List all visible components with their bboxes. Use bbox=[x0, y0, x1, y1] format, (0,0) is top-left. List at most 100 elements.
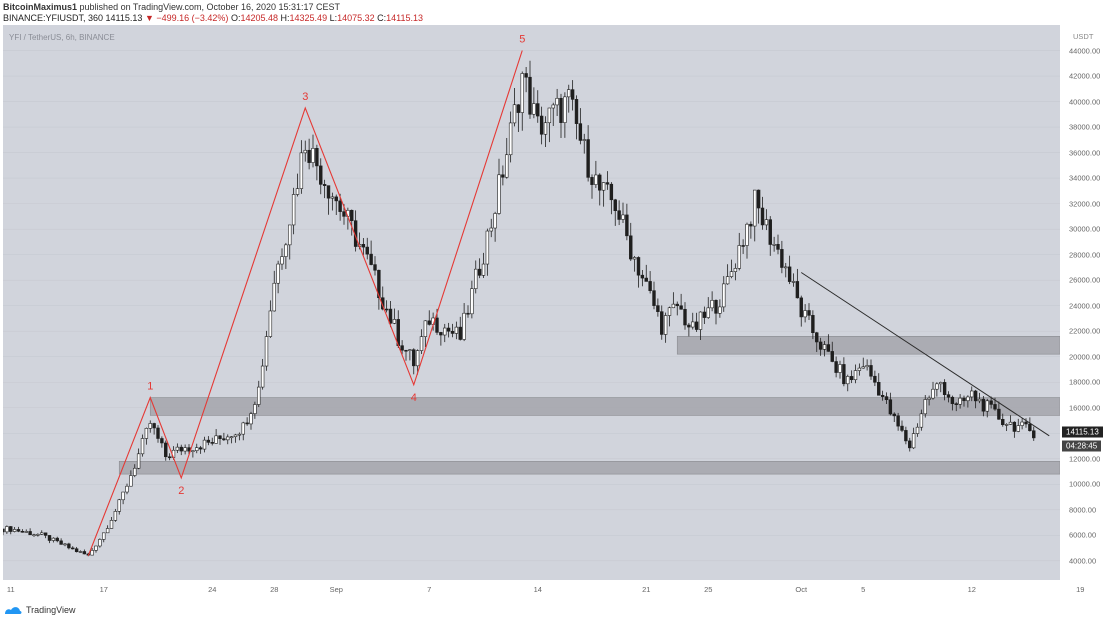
candle-body bbox=[884, 396, 889, 401]
candle-body bbox=[206, 439, 211, 443]
candle-body bbox=[702, 311, 707, 318]
candle-body bbox=[338, 200, 342, 212]
candle-body bbox=[144, 428, 149, 439]
candle-body bbox=[543, 122, 548, 135]
candle-body bbox=[942, 382, 947, 395]
price-chart[interactable]: 1 2 3 4 5 bbox=[3, 25, 1060, 580]
candle-body bbox=[873, 375, 877, 383]
candle-body bbox=[47, 535, 52, 541]
candle-body bbox=[454, 326, 459, 334]
time-tick-label: 12 bbox=[967, 585, 976, 594]
candle-body bbox=[291, 194, 296, 226]
candle-body bbox=[977, 398, 982, 402]
candle-body bbox=[791, 281, 796, 283]
price-tick-label: 30000.00 bbox=[1069, 224, 1101, 234]
candle-body bbox=[257, 386, 261, 405]
price-tick-label: 44000.00 bbox=[1069, 46, 1101, 56]
candle-body bbox=[1001, 418, 1005, 426]
wave-label: 4 bbox=[411, 392, 417, 404]
candle-body bbox=[625, 214, 629, 237]
price-tick-label: 28000.00 bbox=[1069, 250, 1101, 260]
candle-body bbox=[260, 365, 265, 388]
candle-body bbox=[1020, 421, 1024, 426]
candle-body bbox=[981, 398, 986, 412]
candle-body bbox=[214, 435, 218, 444]
wave-label: 3 bbox=[302, 91, 308, 103]
candle-body bbox=[958, 397, 962, 405]
tradingview-brand: TradingView bbox=[26, 605, 76, 615]
candle-body bbox=[574, 99, 579, 124]
candle-body bbox=[140, 438, 145, 455]
candle-body bbox=[629, 235, 633, 260]
candle-body bbox=[888, 399, 893, 415]
candle-body bbox=[28, 531, 32, 536]
candle-body bbox=[226, 436, 230, 441]
candle-body bbox=[125, 485, 129, 493]
candle-body bbox=[896, 415, 900, 427]
candle-body bbox=[462, 312, 466, 340]
candle-body bbox=[954, 403, 958, 405]
time-tick-label: 19 bbox=[1076, 585, 1085, 594]
candle-body bbox=[67, 543, 71, 549]
candle-body bbox=[32, 534, 36, 536]
time-tick-label: 17 bbox=[99, 585, 108, 594]
candle-body bbox=[129, 475, 133, 487]
candle-body bbox=[288, 224, 292, 246]
time-axis[interactable]: 11 17 24 28 Sep 7 14 21 25 Oct 5 12 19 bbox=[3, 580, 1084, 598]
candle-body bbox=[423, 320, 428, 337]
candle-body bbox=[218, 435, 222, 439]
candle-body bbox=[989, 400, 993, 405]
low-value: 14075.32 bbox=[337, 13, 375, 23]
candle-body bbox=[722, 283, 726, 308]
candle-body bbox=[648, 281, 652, 291]
candle-body bbox=[617, 210, 621, 220]
price-tick-label: 42000.00 bbox=[1069, 71, 1101, 81]
candle-body bbox=[24, 531, 28, 533]
candle-body bbox=[350, 209, 354, 221]
candle-body bbox=[966, 396, 970, 402]
high-label: H: bbox=[280, 13, 290, 23]
candle-body bbox=[369, 253, 373, 265]
candle-body bbox=[950, 396, 955, 404]
price-tick-label: 20000.00 bbox=[1069, 352, 1101, 362]
chart-plot-area[interactable]: 1 2 3 4 5 YFI / TetherUS, 6h, BINANCE bbox=[3, 25, 1060, 580]
candle-body bbox=[295, 188, 300, 195]
candle-body bbox=[512, 104, 517, 124]
horizontal-zone bbox=[676, 336, 1060, 355]
candle-body bbox=[861, 366, 865, 369]
candle-body bbox=[299, 152, 304, 189]
candle-body bbox=[772, 244, 776, 246]
candle-body bbox=[601, 182, 606, 191]
candle-body bbox=[683, 308, 687, 326]
high-value: 14325.49 bbox=[289, 13, 328, 23]
candle-body bbox=[113, 511, 118, 521]
time-tick-label: Oct bbox=[795, 585, 808, 594]
candle-body bbox=[598, 174, 602, 191]
price-tick-label: 16000.00 bbox=[1069, 403, 1101, 413]
candle-body bbox=[198, 447, 203, 450]
price-tick-label: 34000.00 bbox=[1069, 173, 1101, 183]
tradingview-logo-icon bbox=[5, 607, 22, 614]
price-tick-label: 26000.00 bbox=[1069, 275, 1101, 285]
candle-body bbox=[284, 244, 288, 257]
candle-body bbox=[660, 311, 664, 335]
candle-body bbox=[718, 306, 722, 314]
candle-body bbox=[311, 148, 315, 163]
candle-body bbox=[497, 174, 501, 214]
candle-body bbox=[539, 115, 544, 135]
candle-body bbox=[857, 367, 862, 371]
candle-body bbox=[830, 351, 834, 362]
candle-body bbox=[253, 404, 257, 414]
candle-body bbox=[636, 257, 641, 276]
candle-body bbox=[547, 107, 552, 124]
last-value: 14115.13 bbox=[105, 13, 143, 23]
candle-body bbox=[276, 263, 280, 284]
candle-body bbox=[175, 446, 180, 451]
time-tick-label: 24 bbox=[208, 585, 217, 594]
candle-body bbox=[780, 249, 784, 268]
candle-body bbox=[71, 547, 75, 550]
wave-label: 5 bbox=[519, 34, 525, 46]
candle-body bbox=[439, 332, 443, 336]
price-axis[interactable]: USDT 44000.00 42000.00 40000.00 38000.00 360… bbox=[1060, 25, 1107, 580]
candle-body bbox=[640, 274, 645, 279]
